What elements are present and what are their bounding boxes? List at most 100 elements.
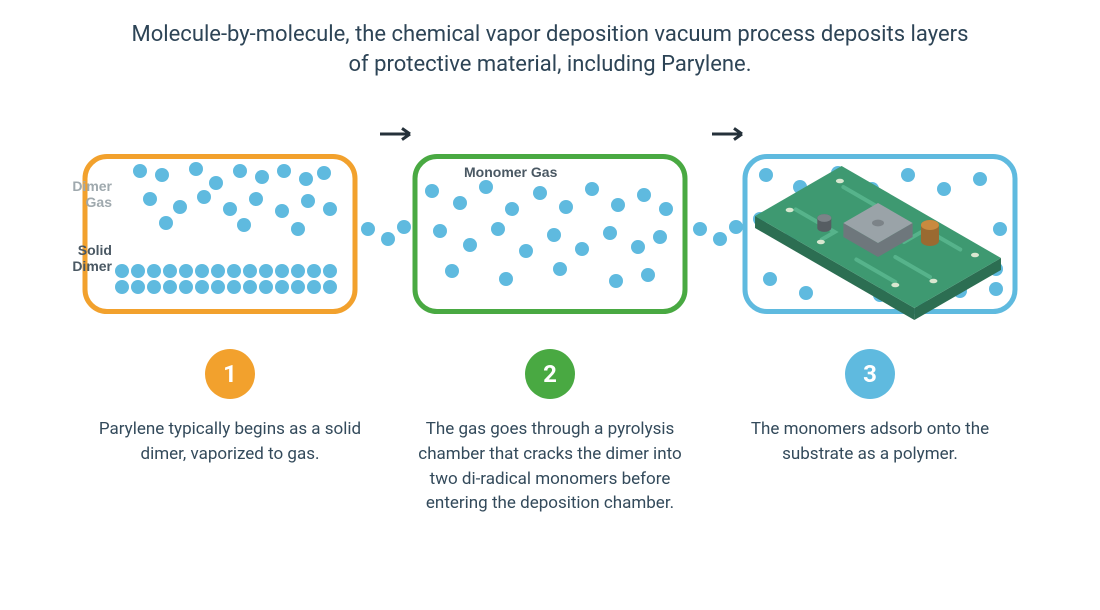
gas-molecule-icon	[131, 280, 145, 294]
gas-molecule-icon	[603, 226, 617, 240]
gas-molecule-icon	[173, 200, 187, 214]
gas-molecule-icon	[155, 168, 169, 182]
gas-molecule-icon	[989, 282, 1003, 296]
chamber-label: DimerGas	[72, 178, 112, 210]
gas-molecule-icon	[937, 182, 951, 196]
gas-molecule-icon	[243, 280, 257, 294]
gas-molecule-icon	[381, 232, 395, 246]
gas-molecule-icon	[291, 280, 305, 294]
step-1: 1 Parylene typically begins as a solid d…	[80, 349, 380, 516]
gas-molecule-icon	[147, 280, 161, 294]
gas-molecule-icon	[243, 264, 257, 278]
pcb-pad-icon	[929, 279, 937, 284]
gas-molecule-icon	[209, 176, 223, 190]
gas-molecule-icon	[227, 264, 241, 278]
gas-molecule-icon	[275, 264, 289, 278]
gas-molecule-icon	[211, 264, 225, 278]
step-2: 2 The gas goes through a pyrolysis chamb…	[400, 349, 700, 516]
gas-molecule-icon	[233, 164, 247, 178]
gas-molecule-icon	[559, 200, 573, 214]
step-3-number: 3	[863, 360, 877, 388]
gas-molecule-icon	[317, 166, 331, 180]
gas-molecule-icon	[425, 184, 439, 198]
diagram-stage: DimerGas SolidDimer Monomer Gas	[0, 79, 1100, 349]
gas-molecule-icon	[147, 264, 161, 278]
step-1-text: Parylene typically begins as a solid dim…	[80, 417, 380, 466]
gas-molecule-icon	[259, 280, 273, 294]
gas-molecule-icon	[361, 222, 375, 236]
gas-molecule-icon	[189, 162, 203, 176]
gas-molecule-icon	[237, 218, 251, 232]
gas-molecule-icon	[143, 192, 157, 206]
gas-molecule-icon	[115, 264, 129, 278]
pcb-pad-icon	[786, 208, 794, 213]
gas-molecule-icon	[641, 268, 655, 282]
gas-molecule-icon	[505, 202, 519, 216]
gas-molecule-icon	[323, 264, 337, 278]
gas-molecule-icon	[131, 264, 145, 278]
gas-molecule-icon	[291, 264, 305, 278]
headline-text: Molecule-by-molecule, the chemical vapor…	[132, 22, 969, 77]
gas-molecule-icon	[653, 230, 667, 244]
gas-molecule-icon	[179, 264, 193, 278]
gas-molecule-icon	[763, 272, 777, 286]
gas-molecule-icon	[479, 180, 493, 194]
gas-molecule-icon	[631, 240, 645, 254]
gas-molecule-icon	[585, 182, 599, 196]
headline: Molecule-by-molecule, the chemical vapor…	[0, 0, 1100, 79]
gas-molecule-icon	[195, 280, 209, 294]
gas-molecule-icon	[453, 196, 467, 210]
gas-molecule-icon	[197, 190, 211, 204]
gas-molecule-icon	[901, 168, 915, 182]
chamber-label: Monomer Gas	[464, 164, 558, 180]
gas-molecule-icon	[227, 280, 241, 294]
gas-molecule-icon	[759, 168, 773, 182]
gas-molecule-icon	[133, 164, 147, 178]
gas-molecule-icon	[223, 202, 237, 216]
gas-molecule-icon	[553, 262, 567, 276]
pcb-pad-icon	[817, 240, 825, 245]
gas-molecule-icon	[397, 220, 411, 234]
pcb-pad-icon	[836, 179, 844, 184]
step-2-number: 2	[543, 360, 557, 388]
gas-molecule-icon	[307, 280, 321, 294]
gas-molecule-icon	[299, 172, 313, 186]
gas-molecule-icon	[637, 188, 651, 202]
gas-molecule-icon	[323, 202, 337, 216]
gas-molecule-icon	[291, 222, 305, 236]
gas-molecule-icon	[519, 244, 533, 258]
pcb-pad-icon	[971, 253, 979, 258]
gas-molecule-icon	[659, 202, 673, 216]
gas-molecule-icon	[211, 280, 225, 294]
gas-molecule-icon	[433, 224, 447, 238]
chamber-label: SolidDimer	[72, 242, 112, 274]
gas-molecule-icon	[799, 286, 813, 300]
pcb-pad-icon	[891, 283, 899, 288]
gas-molecule-icon	[445, 264, 459, 278]
step-3-badge: 3	[845, 349, 895, 399]
gas-molecule-icon	[575, 242, 589, 256]
gas-molecule-icon	[307, 264, 321, 278]
gas-molecule-icon	[729, 220, 743, 234]
gas-molecule-icon	[713, 232, 727, 246]
gas-molecule-icon	[611, 198, 625, 212]
gas-molecule-icon	[301, 194, 315, 208]
step-2-text: The gas goes through a pyrolysis chamber…	[400, 417, 700, 516]
step-2-badge: 2	[525, 349, 575, 399]
gas-molecule-icon	[533, 186, 547, 200]
gas-molecule-icon	[159, 216, 173, 230]
gas-molecule-icon	[323, 280, 337, 294]
gas-molecule-icon	[993, 222, 1007, 236]
gas-molecule-icon	[491, 222, 505, 236]
gas-molecule-icon	[255, 170, 269, 184]
gas-molecule-icon	[163, 264, 177, 278]
gas-molecule-icon	[609, 274, 623, 288]
gas-molecule-icon	[547, 228, 561, 242]
step-1-number: 1	[223, 360, 237, 388]
captions-row: 1 Parylene typically begins as a solid d…	[0, 349, 1100, 516]
gas-molecule-icon	[249, 192, 263, 206]
gas-molecule-icon	[163, 280, 177, 294]
gas-molecule-icon	[179, 280, 193, 294]
gas-molecule-icon	[499, 272, 513, 286]
diagram-svg: DimerGas SolidDimer Monomer Gas	[0, 79, 1100, 349]
